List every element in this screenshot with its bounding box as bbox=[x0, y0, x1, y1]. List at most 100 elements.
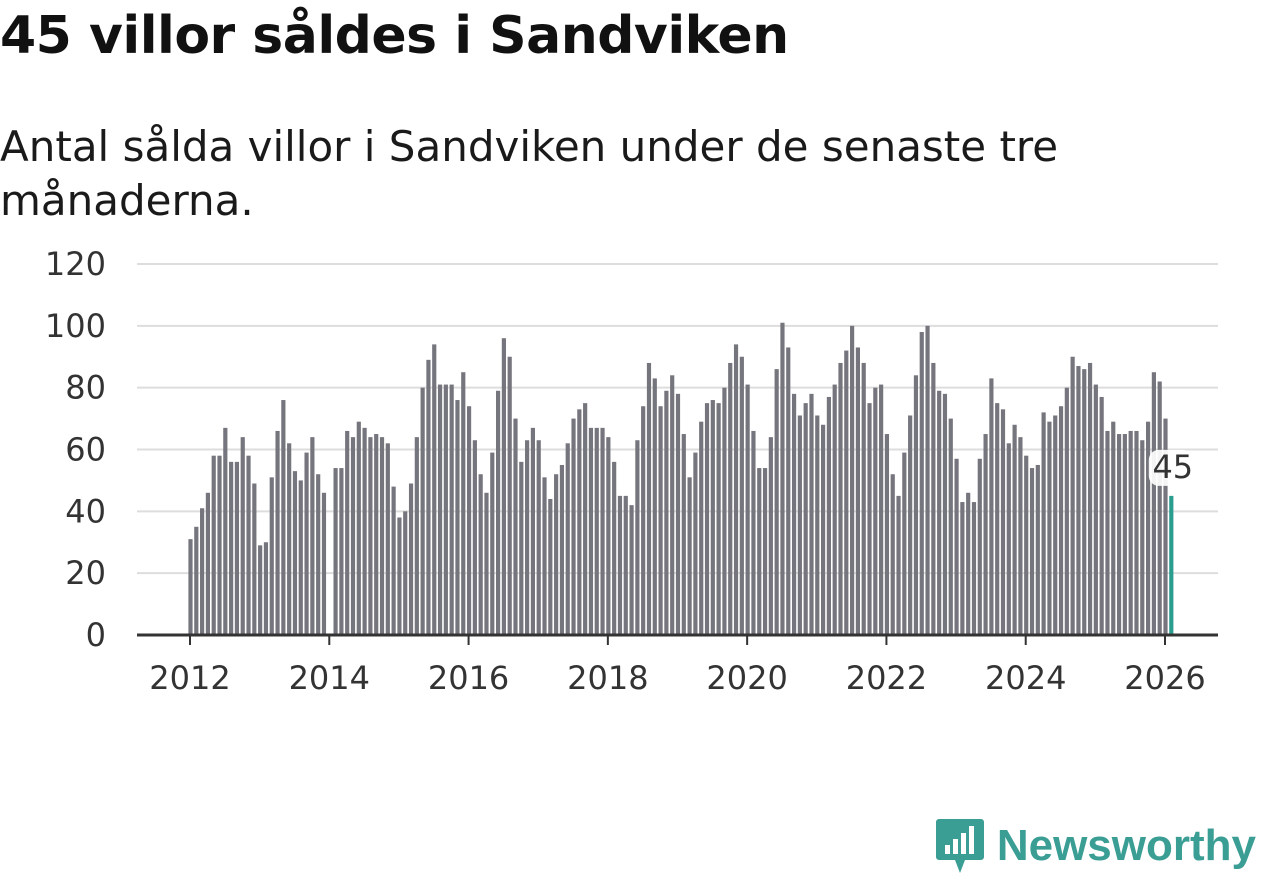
bar bbox=[263, 542, 269, 635]
bar bbox=[867, 403, 872, 635]
bar bbox=[896, 495, 901, 635]
newsworthy-logo: Newsworthy bbox=[935, 817, 1256, 875]
bar bbox=[194, 526, 199, 635]
bar bbox=[356, 421, 361, 635]
x-tick-label: 2016 bbox=[428, 659, 509, 697]
bar bbox=[612, 461, 617, 635]
bar bbox=[681, 434, 686, 635]
bar bbox=[368, 437, 373, 635]
bar bbox=[588, 427, 594, 635]
bar bbox=[298, 480, 303, 635]
bars bbox=[188, 322, 1174, 635]
newsworthy-logo-text: Newsworthy bbox=[996, 821, 1256, 870]
bar bbox=[1093, 384, 1098, 635]
bar bbox=[1047, 421, 1052, 635]
bar bbox=[507, 356, 512, 635]
bar bbox=[496, 390, 501, 635]
bar bbox=[403, 511, 408, 635]
x-tick-label: 2024 bbox=[985, 659, 1066, 697]
bar bbox=[420, 387, 425, 635]
bar bbox=[414, 437, 419, 635]
bar bbox=[269, 477, 274, 635]
bar bbox=[1000, 409, 1006, 635]
bar bbox=[733, 344, 739, 635]
bar bbox=[855, 347, 860, 635]
bar bbox=[908, 415, 913, 635]
bar bbox=[321, 492, 327, 635]
bar bbox=[1024, 455, 1029, 635]
x-tick-label: 2026 bbox=[1124, 659, 1205, 697]
y-tick-label: 100 bbox=[45, 307, 106, 345]
bar bbox=[408, 483, 414, 635]
bar bbox=[861, 362, 866, 635]
bar bbox=[437, 384, 443, 635]
bar bbox=[1076, 366, 1081, 635]
bar bbox=[1018, 437, 1023, 635]
bar bbox=[838, 362, 843, 635]
bar bbox=[948, 418, 953, 635]
bar bbox=[339, 468, 344, 635]
bar bbox=[1151, 372, 1156, 635]
bar bbox=[1012, 424, 1017, 635]
bar bbox=[426, 359, 431, 635]
bar bbox=[565, 443, 570, 635]
bar bbox=[223, 427, 228, 635]
chart-title: 45 villor såldes i Sandviken bbox=[0, 6, 789, 66]
bar bbox=[449, 384, 454, 635]
bar bbox=[345, 430, 350, 635]
bar bbox=[931, 362, 936, 635]
bar bbox=[530, 427, 535, 635]
bar bbox=[559, 464, 565, 635]
y-tick-label: 60 bbox=[65, 431, 106, 469]
bar bbox=[519, 461, 524, 635]
bar bbox=[1029, 468, 1035, 635]
bar bbox=[1111, 421, 1116, 635]
bar bbox=[246, 455, 251, 635]
bar bbox=[350, 437, 356, 635]
bar bbox=[751, 430, 756, 635]
bar bbox=[652, 378, 657, 635]
y-tick-label: 20 bbox=[65, 554, 106, 592]
chart-subtitle: Antal sålda villor i Sandviken under de … bbox=[0, 122, 1059, 225]
bar bbox=[1134, 430, 1139, 635]
bar bbox=[815, 415, 820, 635]
bar bbox=[1041, 412, 1046, 635]
bar bbox=[919, 332, 924, 635]
bar bbox=[1146, 421, 1151, 635]
bar-chart: 0 20 40 60 80 100 120 2012 2014 2016 2018 2020 2022… bbox=[45, 245, 1218, 697]
bar bbox=[762, 468, 768, 635]
bar bbox=[362, 427, 367, 635]
bar bbox=[629, 505, 634, 635]
bar bbox=[455, 400, 460, 635]
bar bbox=[664, 390, 669, 635]
bar bbox=[809, 393, 814, 635]
bar bbox=[211, 455, 216, 635]
y-tick-label: 80 bbox=[65, 369, 106, 407]
bar bbox=[890, 474, 895, 635]
y-axis-ticks: 0 20 40 60 80 100 120 bbox=[45, 245, 106, 654]
bar bbox=[258, 545, 263, 635]
x-tick-label: 2018 bbox=[567, 659, 648, 697]
bar bbox=[594, 427, 599, 635]
bar bbox=[548, 498, 553, 635]
bar bbox=[466, 406, 472, 635]
bar bbox=[739, 356, 744, 635]
bar bbox=[658, 406, 663, 635]
bar bbox=[983, 434, 988, 635]
bar bbox=[710, 400, 715, 635]
y-tick-label: 40 bbox=[65, 492, 106, 530]
bar bbox=[826, 396, 831, 635]
bar bbox=[1087, 362, 1093, 635]
newsworthy-logo-icon bbox=[935, 819, 984, 873]
bar bbox=[768, 437, 773, 635]
bar bbox=[205, 492, 210, 635]
highlight-label-bg bbox=[1148, 449, 1193, 486]
bar bbox=[1105, 430, 1110, 635]
bar bbox=[977, 458, 982, 635]
bar bbox=[1070, 356, 1075, 635]
bar bbox=[432, 344, 437, 635]
bar bbox=[583, 403, 588, 635]
bar bbox=[217, 455, 222, 635]
highlight-bar bbox=[1169, 495, 1174, 635]
bar bbox=[989, 378, 994, 635]
